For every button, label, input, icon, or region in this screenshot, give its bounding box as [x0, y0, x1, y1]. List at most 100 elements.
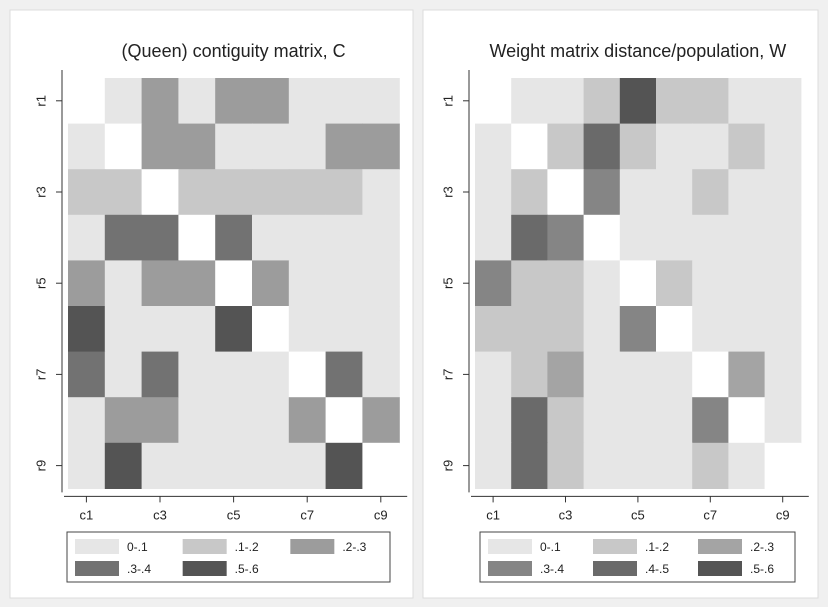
heatmap-cell [178, 442, 216, 489]
heatmap-cell [68, 351, 106, 398]
heatmap-cell [692, 397, 729, 444]
heatmap-cell [215, 306, 253, 353]
heatmap-cell [656, 442, 693, 489]
heatmap-cell [656, 123, 693, 170]
heatmap-cell [325, 306, 363, 353]
heatmap-cell [68, 169, 106, 216]
heatmap-cell [475, 123, 512, 170]
heatmap-cell [325, 169, 363, 216]
heatmap-cell [104, 260, 143, 307]
y-tick-label: r5 [33, 277, 48, 289]
heatmap-cell [547, 442, 585, 489]
x-tick-label: c1 [486, 507, 500, 522]
legend-label: .5-.6 [235, 562, 259, 576]
heatmap-cell [692, 78, 729, 125]
heatmap-cell [68, 442, 106, 489]
legend-label: .5-.6 [750, 562, 774, 576]
heatmap-cell [692, 260, 729, 307]
heatmap-cell [475, 260, 512, 307]
heatmap-cell [764, 397, 802, 444]
heatmap-cell [656, 306, 693, 353]
heatmap-cell [215, 351, 253, 398]
heatmap-cell [362, 260, 400, 307]
heatmap-cell [288, 123, 327, 170]
heatmap-cell [619, 123, 657, 170]
legend-label: .4-.5 [645, 562, 669, 576]
heatmap-cell [178, 169, 216, 216]
heatmap-cell [215, 169, 253, 216]
heatmap-cell [325, 214, 363, 261]
heatmap-cell [252, 397, 290, 444]
heatmap-cell [68, 306, 106, 353]
x-tick-label: c5 [227, 507, 241, 522]
heatmap-cell [728, 351, 766, 398]
heatmap-cell [68, 214, 106, 261]
legend-label: .3-.4 [540, 562, 564, 576]
heatmap-cell [252, 169, 290, 216]
x-tick-label: c1 [80, 507, 94, 522]
heatmap-cell [215, 123, 253, 170]
heatmap-cell [325, 78, 363, 125]
heatmap-cell [325, 123, 363, 170]
heatmap-cell [141, 306, 179, 353]
legend-swatch [182, 539, 227, 554]
heatmap-cell [141, 397, 179, 444]
heatmap-cell [656, 397, 693, 444]
heatmap-cell [68, 78, 106, 125]
y-tick-label: r9 [33, 460, 48, 472]
heatmap-cell [619, 306, 657, 353]
heatmap-cell [656, 214, 693, 261]
heatmap-cell [583, 351, 621, 398]
heatmap-cell [511, 442, 548, 489]
heatmap-cell [511, 214, 548, 261]
y-tick-label: r9 [440, 460, 455, 472]
heatmap-cell [511, 169, 548, 216]
heatmap-cell [104, 351, 143, 398]
heatmap-cell [288, 260, 327, 307]
heatmap-cell [764, 169, 802, 216]
heatmap-cell [215, 397, 253, 444]
y-tick-label: r3 [440, 186, 455, 198]
heatmap-cell [619, 78, 657, 125]
heatmap-cell [511, 260, 548, 307]
legend-label: .1-.2 [645, 540, 669, 554]
heatmap-cell [325, 260, 363, 307]
heatmap-cell [215, 214, 253, 261]
panel-weight-matrix: Weight matrix distance/population, W r1 r3… [422, 9, 819, 599]
heatmap-cell [656, 351, 693, 398]
heatmap-cell [728, 442, 766, 489]
heatmap-cell [252, 351, 290, 398]
heatmap-cell [325, 397, 363, 444]
heatmap-cell [692, 214, 729, 261]
heatmap-cell [178, 214, 216, 261]
legend-swatch [488, 539, 532, 554]
heatmap-cell [325, 442, 363, 489]
legend-swatch [75, 539, 119, 554]
heatmap-cell [141, 260, 179, 307]
heatmap-cell [656, 169, 693, 216]
heatmap-cell [619, 214, 657, 261]
legend-box [66, 531, 391, 583]
heatmap-cell [68, 123, 106, 170]
heatmap-cell [141, 442, 179, 489]
heatmap-cell [656, 260, 693, 307]
heatmap-cell [104, 78, 143, 125]
heatmap-cell [475, 442, 512, 489]
heatmap-cell [547, 123, 585, 170]
heatmap-cell [547, 260, 585, 307]
heatmap-cell [692, 351, 729, 398]
x-tick-label: c5 [631, 507, 645, 522]
heatmap-cell [547, 78, 585, 125]
heatmap-cell [728, 169, 766, 216]
heatmap-cell [692, 442, 729, 489]
heatmap-cell [547, 306, 585, 353]
heatmap-cell [288, 397, 327, 444]
heatmap-cell [288, 442, 327, 489]
x-tick-label: c9 [776, 507, 790, 522]
heatmap-cell [475, 351, 512, 398]
heatmap-cell [141, 351, 179, 398]
y-tick-label: r1 [33, 95, 48, 107]
heatmap-cell [288, 214, 327, 261]
heatmap-cell [728, 78, 766, 125]
heatmap-cell [178, 123, 216, 170]
